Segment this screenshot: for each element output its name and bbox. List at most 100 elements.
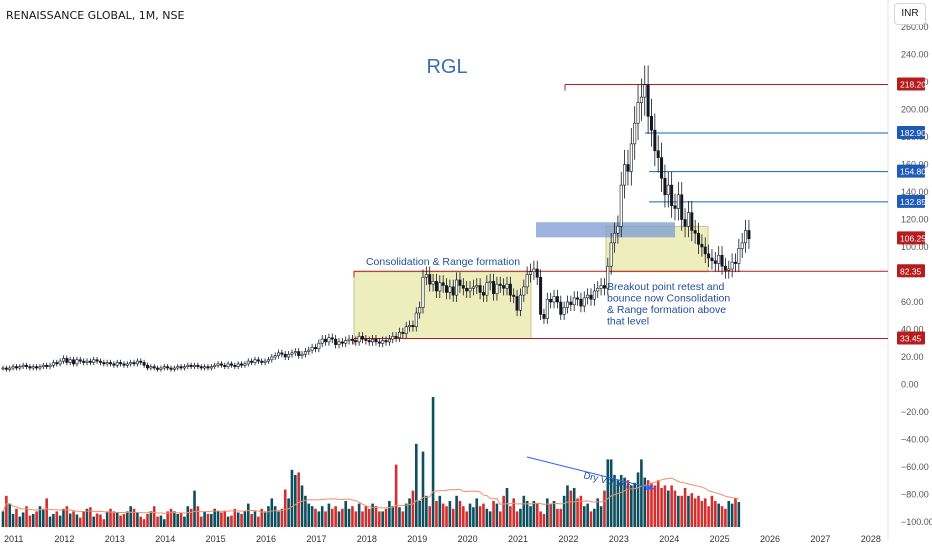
volume-bar bbox=[371, 503, 374, 527]
volume-bar bbox=[687, 495, 690, 527]
time-tick-label: 2020 bbox=[458, 534, 478, 544]
candle-body bbox=[660, 157, 664, 179]
candle-body bbox=[690, 212, 694, 231]
candle-body bbox=[354, 340, 358, 343]
candle-body bbox=[606, 265, 610, 289]
volume-bar bbox=[179, 512, 183, 527]
volume-bar bbox=[488, 511, 492, 527]
candle-body bbox=[233, 364, 237, 367]
volume-bar bbox=[351, 506, 354, 527]
candle-body bbox=[391, 336, 395, 340]
volume-bar bbox=[599, 506, 603, 527]
candle-body bbox=[25, 364, 29, 367]
volume-bar bbox=[445, 506, 448, 527]
volume-bar bbox=[317, 511, 321, 527]
time-tick-label: 2014 bbox=[155, 534, 175, 544]
candle-body bbox=[613, 232, 617, 244]
level-price-label: 218.20 bbox=[900, 79, 926, 89]
price-tick-label: 240.00 bbox=[901, 50, 929, 60]
volume-bar bbox=[213, 508, 216, 527]
volume-bar bbox=[220, 512, 223, 527]
volume-bar bbox=[720, 506, 724, 527]
candle-body bbox=[535, 268, 539, 278]
price-tick-label: −20.00 bbox=[901, 407, 929, 417]
candle-body bbox=[602, 285, 606, 289]
candle-body bbox=[411, 325, 415, 328]
volume-bar bbox=[183, 516, 186, 527]
candle-body bbox=[162, 366, 166, 369]
candle-body bbox=[693, 230, 697, 234]
volume-bar bbox=[539, 511, 542, 527]
candle-body bbox=[21, 364, 25, 367]
volume-bar bbox=[253, 511, 257, 527]
volume-bar bbox=[18, 516, 22, 527]
candle-body bbox=[441, 282, 445, 286]
volume-bar bbox=[378, 511, 381, 527]
time-tick-label: 2025 bbox=[710, 534, 730, 544]
candle-body bbox=[317, 342, 321, 350]
price-tick-label: −60.00 bbox=[901, 462, 929, 472]
volume-bar bbox=[596, 498, 600, 527]
volume-bar bbox=[428, 506, 432, 527]
candle-body bbox=[653, 129, 657, 152]
consolidation-label: Consolidation & Range formation bbox=[366, 256, 520, 268]
volume-bar bbox=[199, 516, 203, 527]
level-price-label: 182.90 bbox=[900, 128, 926, 138]
candle-body bbox=[636, 102, 640, 124]
candle-body bbox=[542, 314, 546, 319]
volume-bar bbox=[414, 443, 418, 527]
volume-bar bbox=[233, 508, 237, 527]
volume-bar bbox=[344, 501, 348, 527]
volume-bar bbox=[593, 508, 596, 527]
volume-bar bbox=[132, 508, 136, 527]
volume-bar bbox=[42, 508, 45, 527]
candle-body bbox=[283, 353, 287, 358]
retest-label-line: Breakout point retest and bbox=[607, 281, 724, 293]
candle-body bbox=[646, 84, 650, 117]
candle-body bbox=[327, 337, 331, 343]
volume-bar bbox=[589, 511, 593, 527]
candle-body bbox=[508, 283, 512, 296]
candle-body bbox=[616, 226, 620, 234]
time-tick-label: 2017 bbox=[306, 534, 326, 544]
candle-body bbox=[589, 294, 593, 300]
volume-bar bbox=[250, 514, 253, 527]
candle-body bbox=[673, 205, 677, 209]
volume-bar bbox=[65, 506, 69, 527]
volume-bar bbox=[186, 506, 190, 527]
candle-body bbox=[31, 366, 35, 369]
time-tick-label: 2027 bbox=[810, 534, 830, 544]
volume-bar bbox=[384, 508, 388, 527]
candle-body bbox=[414, 312, 418, 328]
volume-bar bbox=[300, 485, 304, 527]
candle-body bbox=[555, 296, 559, 303]
volume-bar bbox=[579, 495, 583, 527]
volume-bar bbox=[210, 514, 213, 527]
time-tick-label: 2018 bbox=[357, 534, 377, 544]
candle-body bbox=[465, 287, 469, 292]
volume-bar bbox=[388, 501, 391, 527]
candle-body bbox=[236, 363, 240, 367]
currency-button[interactable]: INR bbox=[894, 3, 926, 25]
volume-bar bbox=[115, 512, 119, 527]
candle-body bbox=[203, 366, 207, 369]
volume-bar bbox=[381, 511, 384, 527]
candle-body bbox=[401, 331, 405, 334]
candle-body bbox=[670, 184, 674, 207]
candle-body bbox=[65, 358, 69, 363]
level-price-tag bbox=[897, 194, 925, 208]
candle-body bbox=[579, 298, 583, 307]
retest-label-line: that level bbox=[607, 316, 649, 328]
volume-bar bbox=[663, 485, 667, 527]
level-price-label: 106.25 bbox=[900, 233, 926, 243]
volume-bar bbox=[52, 514, 55, 527]
candle-body bbox=[95, 359, 99, 362]
candle-body bbox=[213, 364, 217, 367]
volume-bar bbox=[643, 477, 647, 527]
volume-bar bbox=[25, 506, 28, 527]
candle-body bbox=[223, 364, 227, 367]
candle-body bbox=[307, 349, 311, 352]
candle-body bbox=[629, 143, 633, 172]
volume-bar bbox=[391, 506, 395, 527]
